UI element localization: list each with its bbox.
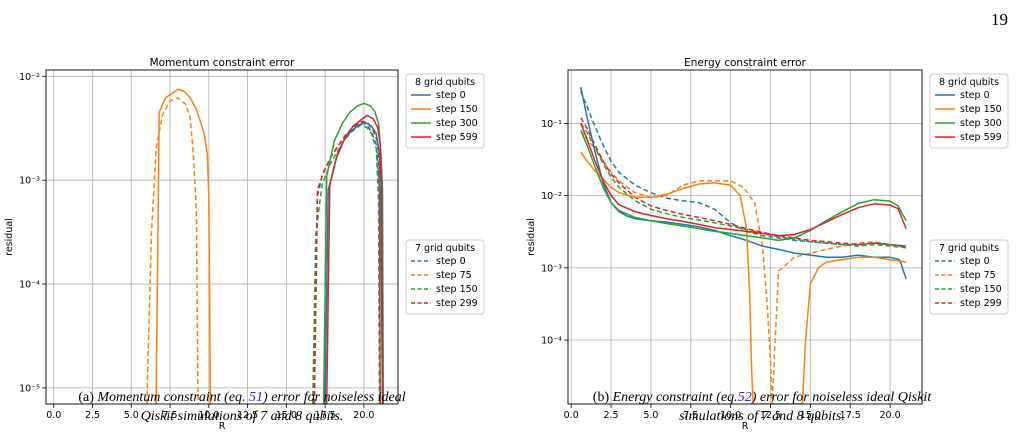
energy-legend-entry: step 599 bbox=[960, 132, 1002, 143]
energy-series-group bbox=[580, 86, 907, 404]
momentum-legend-title: 7 grid qubits bbox=[415, 243, 475, 254]
energy-legend-entry: step 75 bbox=[960, 270, 996, 281]
caption-a-text-line2: Qiskit simulations of 7 and 8 qubits. bbox=[140, 409, 344, 424]
energy-legend-entry: step 0 bbox=[960, 256, 990, 267]
momentum-y-axis-label: residual bbox=[4, 218, 15, 256]
momentum-x-tick-label: 12.5 bbox=[237, 410, 258, 421]
energy-y-tick-label: 10⁻³ bbox=[541, 263, 562, 274]
momentum-legend-entry: step 599 bbox=[436, 132, 478, 143]
momentum-legend-box bbox=[405, 239, 485, 315]
energy-y-axis-label: residual bbox=[526, 218, 537, 256]
energy-legend-box bbox=[929, 239, 1009, 315]
momentum-series-line bbox=[322, 102, 385, 404]
caption-a-text-start: Momentum constraint (eq. bbox=[97, 390, 246, 405]
energy-x-tick-label: 15.0 bbox=[800, 410, 821, 421]
energy-series-line bbox=[580, 122, 907, 249]
momentum-axes-frame bbox=[45, 69, 399, 405]
energy-legend-entry: step 300 bbox=[960, 118, 1002, 129]
energy-x-tick-label: 10.0 bbox=[720, 410, 741, 421]
energy-x-tick-label: 7.5 bbox=[683, 410, 698, 421]
momentum-series-line bbox=[324, 121, 384, 404]
energy-legend-box bbox=[929, 73, 1009, 149]
caption-a-equation-ref[interactable]: 51 bbox=[249, 390, 264, 405]
caption-a-text-end: ) error for noiseless ideal bbox=[263, 390, 406, 405]
momentum-y-tick-label: 10⁻⁴ bbox=[19, 280, 40, 291]
energy-legend-entry: step 150 bbox=[960, 284, 1002, 295]
energy-x-tick-label: 5.0 bbox=[643, 410, 658, 421]
momentum-x-tick-label: 2.5 bbox=[85, 410, 100, 421]
momentum-x-tick-label: 5.0 bbox=[124, 410, 139, 421]
energy-x-axis-label: R bbox=[742, 421, 749, 432]
page-number: 19 bbox=[991, 10, 1008, 29]
momentum-x-tick-label: 20.0 bbox=[353, 410, 374, 421]
momentum-legend-entry: step 75 bbox=[436, 270, 472, 281]
energy-series-line bbox=[580, 90, 907, 247]
energy-x-tick-label: 2.5 bbox=[603, 410, 618, 421]
momentum-y-tick-label: 10⁻⁵ bbox=[19, 383, 40, 394]
momentum-x-tick-label: 17.5 bbox=[315, 410, 336, 421]
momentum-y-tick-label: 10⁻² bbox=[19, 72, 40, 83]
energy-axes-frame bbox=[567, 69, 923, 405]
momentum-title: Momentum constraint error bbox=[150, 57, 295, 69]
energy-y-tick-label: 10⁻¹ bbox=[541, 119, 562, 130]
energy-legend-entry: step 299 bbox=[960, 298, 1002, 309]
momentum-x-tick-label: 0.0 bbox=[46, 410, 61, 421]
energy-x-tick-label: 0.0 bbox=[564, 410, 579, 421]
caption-b-text-start: Energy constraint (eq. bbox=[612, 390, 738, 405]
energy-x-tick-label: 17.5 bbox=[840, 410, 861, 421]
momentum-series-line bbox=[146, 97, 199, 404]
momentum-legend-entry: step 299 bbox=[436, 298, 478, 309]
energy-y-tick-label: 10⁻⁴ bbox=[541, 336, 562, 347]
momentum-legend-entry: step 300 bbox=[436, 118, 478, 129]
momentum-legend-entry: step 150 bbox=[436, 284, 478, 295]
energy-x-tick-label: 12.5 bbox=[760, 410, 781, 421]
caption-a-label: (a) bbox=[78, 390, 94, 405]
energy-y-tick-label: 10⁻² bbox=[541, 191, 562, 202]
energy-legend-entry: step 0 bbox=[960, 90, 990, 101]
momentum-series-line bbox=[311, 124, 381, 404]
momentum-series-line bbox=[155, 88, 212, 404]
energy-series-line bbox=[580, 86, 907, 280]
energy-series-line bbox=[580, 129, 907, 404]
momentum-x-tick-label: 7.5 bbox=[162, 410, 177, 421]
momentum-series-line bbox=[313, 120, 381, 404]
caption-b: (b) Energy constraint (eq.52) error for … bbox=[522, 388, 1002, 426]
energy-series-line bbox=[580, 151, 907, 404]
momentum-legend-title: 8 grid qubits bbox=[415, 77, 475, 88]
energy-chart: Energy constraint error 0.0 2.5 5.0 7.5 10.0 1… bbox=[526, 57, 1009, 432]
momentum-legend-box bbox=[405, 73, 485, 149]
energy-legend-title: 8 grid qubits bbox=[939, 77, 999, 88]
energy-series-line bbox=[580, 123, 907, 237]
caption-a: (a) Momentum constraint (eq. 51) error f… bbox=[22, 388, 462, 426]
momentum-legend-entry: step 0 bbox=[436, 90, 466, 101]
caption-b-label: (b) bbox=[592, 390, 610, 405]
caption-b-text-end: ) error for noiseless ideal Qiskit bbox=[751, 390, 932, 405]
energy-title: Energy constraint error bbox=[684, 57, 806, 69]
momentum-x-tick-label: 10.0 bbox=[198, 410, 219, 421]
momentum-series-group bbox=[146, 88, 385, 404]
energy-x-tick-label: 20.0 bbox=[880, 410, 901, 421]
momentum-x-axis-label: R bbox=[219, 421, 226, 432]
caption-b-text-line2: simulations of 7 and 8 qubits. bbox=[679, 409, 845, 424]
momentum-y-tick-label: 10⁻³ bbox=[19, 176, 40, 187]
momentum-chart: Momentum constraint error 0.0 2.5 5.0 7.5 10.… bbox=[4, 57, 485, 432]
caption-b-equation-ref[interactable]: 52 bbox=[737, 390, 752, 405]
momentum-legend-entry: step 150 bbox=[436, 104, 478, 115]
momentum-series-line bbox=[325, 114, 384, 404]
energy-legend-entry: step 150 bbox=[960, 104, 1002, 115]
momentum-x-tick-label: 15.0 bbox=[276, 410, 297, 421]
momentum-legend-entry: step 0 bbox=[436, 256, 466, 267]
energy-series-line bbox=[580, 117, 907, 247]
energy-legend-title: 7 grid qubits bbox=[939, 243, 999, 254]
energy-series-line bbox=[580, 130, 907, 242]
